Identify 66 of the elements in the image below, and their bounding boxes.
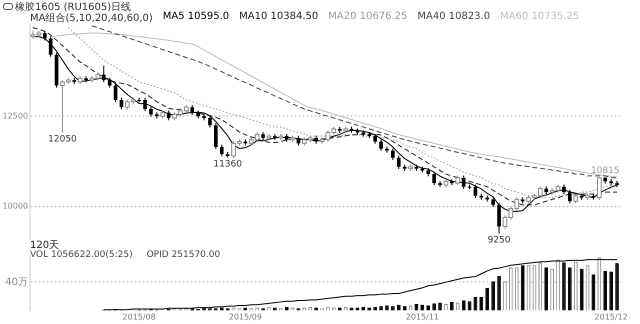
candlestick [396, 155, 401, 170]
candlestick [420, 166, 424, 174]
candlestick [149, 106, 153, 118]
text: MA10 10384.50 [239, 11, 318, 24]
x-tick-label: 2015/11 [406, 312, 439, 322]
candlestick [385, 146, 389, 154]
text: MA20 10676.25 [328, 11, 408, 24]
candlestick [196, 110, 200, 119]
candlestick [220, 144, 224, 157]
candlestick [84, 76, 88, 83]
candlestick [143, 97, 147, 112]
candlestick [350, 126, 354, 134]
chart-title: 橡胶1605 (RU1605)日线 [15, 0, 132, 13]
candlestick [314, 135, 318, 144]
annotation: OPID 251570.00 [146, 250, 220, 260]
candlestick [426, 168, 430, 177]
candlestick [568, 190, 572, 204]
text: MA5 10595.0 [162, 11, 230, 24]
candlestick [592, 193, 596, 200]
candlestick [226, 152, 230, 158]
candlestick [102, 65, 106, 83]
candlestick [72, 77, 76, 85]
y-tick-label: 12500 [2, 111, 28, 120]
annotation: MA组合(5,10,20,40,60,0) [30, 12, 153, 25]
text: MA40 10823.0 [417, 11, 490, 24]
candlestick [362, 130, 366, 137]
candlestick [54, 52, 58, 88]
candlestick [202, 114, 206, 121]
candlestick [273, 133, 277, 141]
candlestick [190, 104, 194, 116]
candlestick [120, 97, 124, 110]
candlestick [114, 82, 118, 103]
x-tick-label: 2015/12 [594, 312, 628, 322]
y-tick-label: 40万 [5, 276, 28, 288]
candlestick [562, 184, 566, 195]
annotation: 12050 [48, 134, 78, 144]
x-tick-label: 2015/09 [228, 312, 262, 322]
annotation: 9250 [488, 236, 511, 246]
candlestick [462, 175, 466, 190]
x-tick-label: 2015/08 [122, 312, 156, 322]
text: 120天 [30, 239, 60, 251]
annotation: 11360 [213, 159, 242, 170]
candlestick [379, 138, 383, 152]
candlestick [474, 184, 478, 198]
candlestick [296, 135, 300, 146]
candlestick [108, 77, 112, 88]
candlestick [208, 115, 212, 128]
annotation: 10815 [590, 166, 620, 176]
candlestick [356, 128, 360, 136]
candlestick [166, 110, 170, 121]
candlestick [438, 180, 442, 188]
candlestick [544, 186, 548, 195]
candlestick [414, 164, 418, 172]
candlestick [373, 133, 377, 144]
y-tick-label: 10000 [2, 202, 28, 211]
candlestick [244, 138, 248, 146]
annotation: VOL 1056622.00(5:25) [30, 250, 133, 260]
candlestick [485, 194, 490, 202]
text: MA60 10735.25 [500, 11, 580, 24]
candlestick [603, 178, 608, 184]
candlestick [432, 171, 436, 186]
candlestick [214, 122, 218, 150]
candlestick [261, 132, 265, 141]
candlestick [491, 196, 495, 208]
candlestick [284, 133, 288, 142]
candlestick [391, 148, 395, 160]
